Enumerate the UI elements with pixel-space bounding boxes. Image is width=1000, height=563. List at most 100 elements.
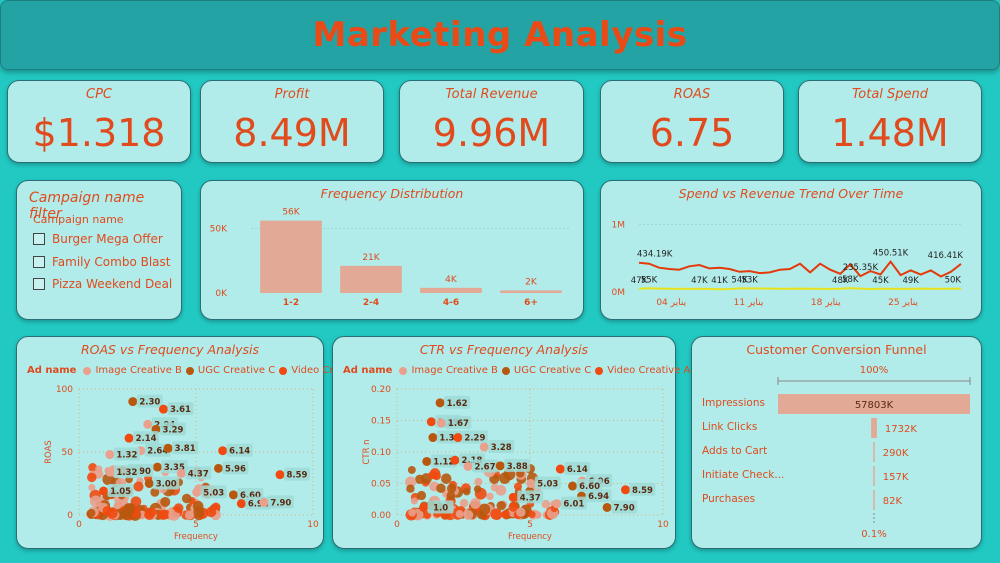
kpi-card-profit[interactable]: Profit 8.49M: [200, 80, 384, 163]
roas-scatter-panel[interactable]: ROAS vs Frequency Analysis Ad name Image…: [16, 336, 374, 549]
funnel-stage-value: 290K: [883, 448, 909, 459]
legend-title: Ad name: [27, 365, 77, 376]
data-label-bg: [113, 465, 140, 479]
legend-dot: [595, 366, 604, 375]
scatter-point: [455, 510, 464, 519]
y-tick-label: 50K: [210, 224, 228, 234]
bar-data-label: 4K: [445, 275, 458, 285]
x-axis-title: Frequency: [174, 532, 218, 542]
filter-option-burger-mega-offer[interactable]: Burger Mega Offer: [33, 232, 163, 246]
kpi-card-roas[interactable]: ROAS 6.75: [600, 80, 784, 163]
scatter-point: [259, 497, 269, 507]
conversion-funnel-panel[interactable]: Customer Conversion Funnel 100% 57803K 173…: [691, 336, 982, 549]
scatter-point: [528, 510, 536, 519]
y-tick-label: 0.00: [371, 511, 391, 521]
checkbox[interactable]: [33, 278, 45, 290]
scatter-point: [416, 490, 427, 501]
scatter-point: [459, 498, 469, 508]
filter-option-label: Family Combo Blast: [52, 255, 171, 269]
filter-option-family-combo-blast[interactable]: Family Combo Blast: [33, 255, 171, 269]
scatter-point: [150, 487, 160, 497]
scatter-point: [89, 495, 102, 508]
chart-legend: Ad name Image Creative B UGC Creative C …: [343, 365, 690, 376]
data-label-bg: [629, 482, 656, 496]
scatter-point: [408, 508, 416, 517]
legend-item: Image Creative B: [95, 365, 182, 376]
panel-title: CTR vs Frequency Analysis: [419, 342, 589, 357]
scatter-point: [440, 473, 452, 484]
scatter-point: [87, 472, 97, 483]
x-tick-label: 6+: [524, 298, 538, 308]
data-label-bg: [159, 422, 186, 436]
x-tick-label: 10: [307, 520, 319, 530]
bar-data-label: 21K: [362, 253, 380, 263]
scatter-data-label: 6.60: [240, 491, 261, 501]
kpi-card-total-revenue[interactable]: Total Revenue 9.96M: [399, 80, 584, 163]
scatter-point: [462, 487, 471, 496]
page-title: Marketing Analysis: [312, 15, 688, 55]
scatter-point: [478, 503, 491, 516]
x-tick-label: 11 يناير: [734, 298, 764, 308]
kpi-label: Profit: [274, 87, 310, 102]
legend-item: UGC Creative C: [197, 365, 276, 376]
scatter-point: [173, 503, 184, 514]
scatter-point: [495, 461, 505, 471]
checkbox[interactable]: [33, 233, 45, 245]
scatter-point: [410, 497, 418, 505]
x-tick-label: 10: [657, 520, 669, 530]
frequency-distribution-panel[interactable]: Frequency Distribution 0K 50K 56K 1-2 21K 2-4…: [200, 180, 584, 320]
data-label-bg: [430, 454, 457, 468]
data-label-bg: [133, 431, 160, 445]
spend-data-label: 45K: [872, 276, 889, 286]
scatter-point: [160, 496, 171, 508]
y-tick-label: 0.05: [371, 480, 391, 490]
scatter-data-label: 3.81: [175, 444, 196, 454]
scatter-point: [158, 404, 168, 414]
filter-title: Campaign name filter: [29, 190, 145, 222]
scatter-data-label: 7.90: [270, 498, 291, 508]
scatter-data-label: 3.35: [164, 463, 185, 473]
scatter-point: [446, 491, 456, 501]
legend-dot: [279, 366, 288, 375]
scatter-point: [473, 485, 482, 493]
scatter-data-label: 1.35: [439, 434, 460, 444]
y-tick-label: 50: [62, 448, 74, 458]
ctr-scatter-panel[interactable]: CTR vs Frequency Analysis Ad name Image …: [332, 336, 690, 549]
scatter-point: [405, 476, 417, 488]
scatter-point: [508, 492, 518, 502]
x-tick-label: 1-2: [283, 298, 299, 308]
scatter-point: [144, 479, 154, 488]
kpi-value: 6.75: [649, 111, 735, 155]
legend-dot: [501, 366, 510, 375]
bar-data-label: 2K: [525, 277, 538, 287]
spend-data-label: 47K: [631, 276, 648, 286]
scatter-point: [479, 442, 489, 452]
scatter-data-label: 2.67: [475, 462, 496, 472]
scatter-data-label: 6.60: [579, 482, 600, 492]
checkbox[interactable]: [33, 256, 45, 268]
scatter-point: [88, 463, 98, 472]
spend-data-label: 41K: [711, 276, 728, 286]
scatter-point: [496, 500, 506, 511]
scatter-point: [106, 507, 118, 519]
scatter-point: [88, 483, 96, 492]
scatter-data-label: 1.62: [447, 399, 468, 409]
filter-option-pizza-weekend-deal[interactable]: Pizza Weekend Deal: [33, 277, 172, 291]
scatter-point: [184, 510, 195, 520]
kpi-label: ROAS: [673, 87, 711, 102]
trend-panel[interactable]: Spend vs Revenue Trend Over Time 0M 1M 434…: [600, 180, 982, 320]
scatter-data-label: 4.37: [520, 493, 541, 503]
scatter-point: [508, 502, 519, 512]
scatter-point: [407, 466, 416, 474]
scatter-point: [193, 506, 205, 518]
scatter-data-label: 6.14: [567, 465, 588, 475]
scatter-data-label: 5.03: [537, 480, 558, 490]
panel-title: Spend vs Revenue Trend Over Time: [678, 186, 904, 201]
scatter-point: [124, 433, 134, 443]
funnel-stage-label: Impressions: [702, 397, 765, 409]
kpi-card-cpc[interactable]: CPC $1.318: [7, 80, 191, 163]
scatter-data-label: 1.90: [130, 467, 151, 477]
scatter-point: [143, 419, 153, 429]
kpi-value: 1.48M: [831, 111, 949, 155]
kpi-card-total-spend[interactable]: Total Spend 1.48M: [798, 80, 982, 163]
